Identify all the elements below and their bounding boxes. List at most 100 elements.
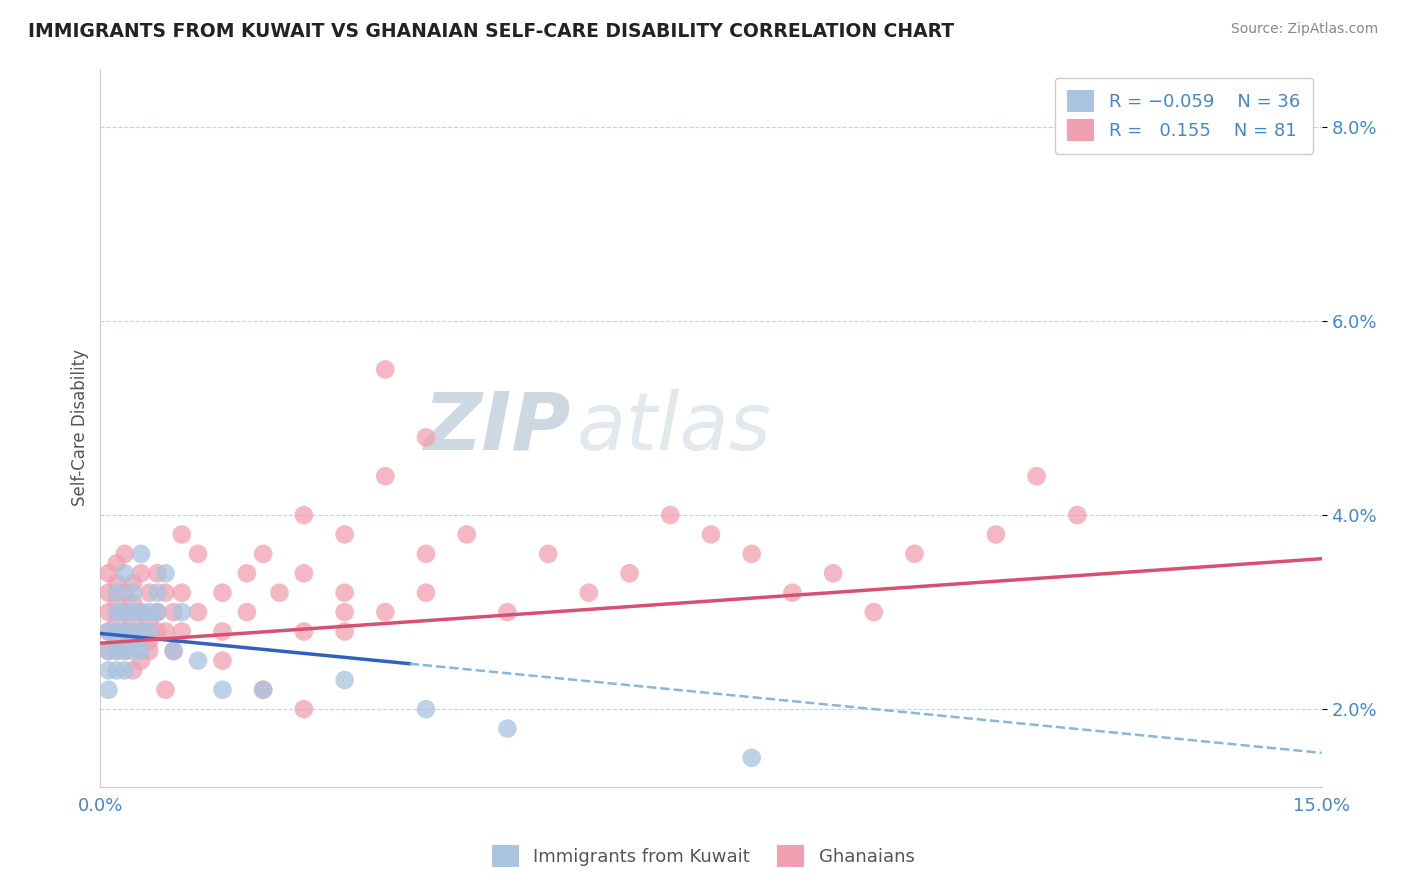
Point bbox=[105, 615, 128, 629]
Point bbox=[333, 527, 356, 541]
Point bbox=[129, 566, 152, 581]
Point bbox=[122, 585, 145, 599]
Point bbox=[105, 624, 128, 639]
Point bbox=[146, 566, 169, 581]
Point bbox=[114, 664, 136, 678]
Point bbox=[211, 682, 233, 697]
Point bbox=[138, 615, 160, 629]
Point bbox=[292, 702, 315, 716]
Point bbox=[114, 624, 136, 639]
Point bbox=[187, 605, 209, 619]
Point bbox=[122, 624, 145, 639]
Point bbox=[105, 557, 128, 571]
Point bbox=[496, 722, 519, 736]
Point bbox=[236, 605, 259, 619]
Point bbox=[122, 595, 145, 609]
Point bbox=[333, 605, 356, 619]
Point bbox=[122, 644, 145, 658]
Point bbox=[97, 664, 120, 678]
Point bbox=[162, 605, 184, 619]
Point bbox=[122, 576, 145, 591]
Legend: R = −0.059    N = 36, R =   0.155    N = 81: R = −0.059 N = 36, R = 0.155 N = 81 bbox=[1054, 78, 1313, 154]
Point bbox=[269, 585, 291, 599]
Point bbox=[333, 673, 356, 687]
Point bbox=[97, 624, 120, 639]
Point bbox=[97, 644, 120, 658]
Point bbox=[415, 585, 437, 599]
Point bbox=[741, 547, 763, 561]
Point bbox=[252, 682, 274, 697]
Point bbox=[162, 644, 184, 658]
Text: IMMIGRANTS FROM KUWAIT VS GHANAIAN SELF-CARE DISABILITY CORRELATION CHART: IMMIGRANTS FROM KUWAIT VS GHANAIAN SELF-… bbox=[28, 22, 955, 41]
Point bbox=[252, 547, 274, 561]
Point bbox=[138, 605, 160, 619]
Point bbox=[170, 605, 193, 619]
Point bbox=[496, 605, 519, 619]
Point bbox=[114, 644, 136, 658]
Point bbox=[129, 605, 152, 619]
Point bbox=[122, 615, 145, 629]
Y-axis label: Self-Care Disability: Self-Care Disability bbox=[72, 349, 89, 506]
Point bbox=[903, 547, 925, 561]
Point bbox=[146, 585, 169, 599]
Point bbox=[537, 547, 560, 561]
Point bbox=[114, 547, 136, 561]
Point bbox=[333, 585, 356, 599]
Point bbox=[211, 585, 233, 599]
Point bbox=[138, 634, 160, 648]
Point bbox=[741, 750, 763, 764]
Point bbox=[129, 624, 152, 639]
Point bbox=[146, 624, 169, 639]
Point bbox=[374, 605, 396, 619]
Point bbox=[138, 624, 160, 639]
Point bbox=[211, 624, 233, 639]
Point bbox=[146, 605, 169, 619]
Point bbox=[114, 566, 136, 581]
Point bbox=[333, 624, 356, 639]
Point bbox=[114, 644, 136, 658]
Point bbox=[105, 644, 128, 658]
Point bbox=[170, 527, 193, 541]
Text: atlas: atlas bbox=[576, 389, 772, 467]
Point bbox=[984, 527, 1007, 541]
Point bbox=[105, 664, 128, 678]
Point bbox=[292, 508, 315, 522]
Point bbox=[170, 624, 193, 639]
Point bbox=[862, 605, 884, 619]
Point bbox=[138, 585, 160, 599]
Point bbox=[105, 644, 128, 658]
Point bbox=[155, 585, 177, 599]
Legend: Immigrants from Kuwait, Ghanaians: Immigrants from Kuwait, Ghanaians bbox=[485, 838, 921, 874]
Point bbox=[1025, 469, 1047, 483]
Point bbox=[700, 527, 723, 541]
Point bbox=[415, 702, 437, 716]
Point bbox=[114, 605, 136, 619]
Point bbox=[162, 644, 184, 658]
Point bbox=[97, 605, 120, 619]
Point bbox=[105, 576, 128, 591]
Point bbox=[129, 605, 152, 619]
Text: Source: ZipAtlas.com: Source: ZipAtlas.com bbox=[1230, 22, 1378, 37]
Point bbox=[170, 585, 193, 599]
Point bbox=[823, 566, 845, 581]
Point bbox=[187, 654, 209, 668]
Point bbox=[129, 624, 152, 639]
Point bbox=[114, 605, 136, 619]
Point bbox=[374, 362, 396, 376]
Point bbox=[122, 634, 145, 648]
Point bbox=[129, 654, 152, 668]
Point bbox=[105, 605, 128, 619]
Point bbox=[97, 682, 120, 697]
Point bbox=[155, 624, 177, 639]
Point bbox=[415, 430, 437, 444]
Point bbox=[155, 682, 177, 697]
Point bbox=[105, 585, 128, 599]
Point bbox=[155, 566, 177, 581]
Point bbox=[114, 624, 136, 639]
Point bbox=[187, 547, 209, 561]
Point bbox=[415, 547, 437, 561]
Point bbox=[252, 682, 274, 697]
Point bbox=[114, 585, 136, 599]
Point bbox=[146, 605, 169, 619]
Point bbox=[211, 654, 233, 668]
